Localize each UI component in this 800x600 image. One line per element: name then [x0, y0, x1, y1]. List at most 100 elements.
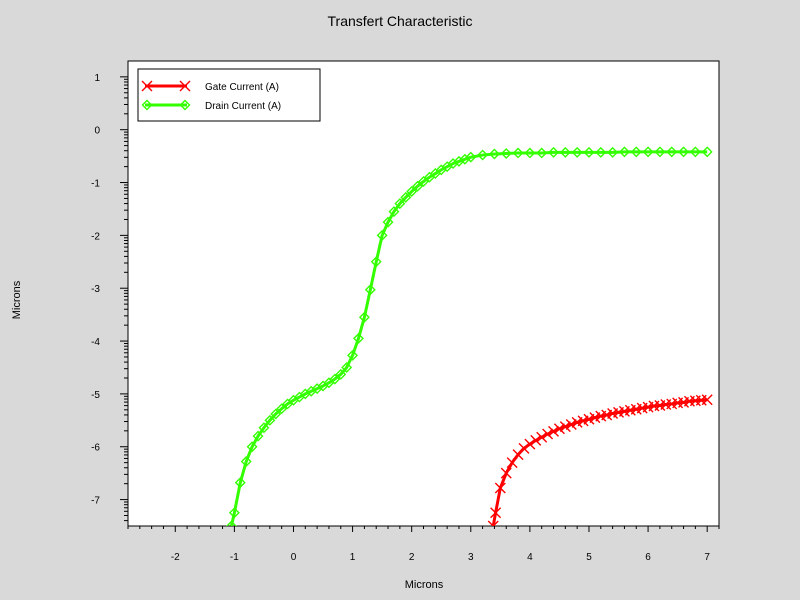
legend-label: Drain Current (A) [205, 101, 281, 112]
data-point [548, 146, 560, 158]
series-line [229, 150, 708, 526]
data-point [141, 80, 153, 92]
x-tick-label: 4 [527, 552, 533, 563]
y-tick-label: -2 [91, 231, 100, 242]
data-point [583, 146, 595, 158]
data-point [240, 456, 252, 468]
legend-entry: Gate Current (A) [141, 80, 279, 93]
chart-title: Transfert Characteristic [328, 13, 473, 29]
data-point [506, 457, 518, 469]
data-point [542, 428, 554, 440]
data-point [487, 520, 499, 526]
y-tick-label: -6 [91, 443, 100, 454]
data-point [370, 256, 382, 268]
data-point [607, 146, 619, 158]
x-tick-label: 5 [586, 552, 592, 563]
legend-box [137, 68, 321, 122]
y-tick-label: -5 [91, 390, 100, 401]
data-point [512, 147, 524, 159]
data-point [565, 419, 577, 431]
x-tick-label: 7 [704, 552, 710, 563]
data-point [518, 442, 530, 454]
x-tick-label: 0 [291, 552, 297, 563]
data-point [701, 146, 713, 158]
x-tick-label: 6 [645, 552, 651, 563]
data-point [571, 146, 583, 158]
y-tick-label: -4 [91, 337, 100, 348]
data-point [228, 507, 240, 519]
data-point [252, 430, 264, 442]
data-point [530, 434, 542, 446]
data-point [364, 284, 376, 296]
y-tick-label: 0 [94, 126, 100, 137]
x-tick-label: 3 [468, 552, 474, 563]
data-point [500, 147, 512, 159]
x-tick-label: 2 [409, 552, 415, 563]
data-point [477, 149, 489, 161]
data-point [353, 332, 364, 344]
data-point [376, 229, 388, 241]
data-point [689, 146, 701, 158]
data-point [500, 467, 512, 479]
y-tick-label: -3 [91, 284, 100, 295]
data-point [488, 148, 500, 160]
data-point [595, 146, 607, 158]
x-axis-label: Microns [405, 579, 444, 591]
data-point [270, 408, 282, 420]
data-point [141, 99, 153, 111]
y-tick-label: -7 [91, 496, 100, 507]
data-point [618, 146, 630, 158]
data-point [548, 425, 560, 437]
data-point [678, 146, 690, 158]
data-point [406, 186, 418, 198]
x-tick-label: -1 [230, 552, 239, 563]
x-tick-label: 1 [350, 552, 356, 563]
y-tick-label: -1 [91, 179, 100, 190]
data-point [536, 147, 548, 159]
data-point [394, 198, 406, 210]
data-point [382, 216, 394, 228]
data-point [246, 441, 258, 453]
data-point [264, 414, 276, 426]
y-axis-label: Microns [11, 280, 23, 319]
data-point [234, 477, 246, 489]
data-point [388, 206, 400, 218]
data-point [258, 422, 270, 434]
data-point [630, 146, 642, 158]
data-point [524, 438, 536, 450]
data-point [179, 80, 191, 92]
data-point [494, 482, 506, 494]
data-point [329, 373, 341, 385]
data-point [559, 421, 571, 433]
legend-label: Gate Current (A) [205, 82, 279, 93]
data-point [490, 507, 502, 519]
data-point [553, 423, 565, 435]
data-point [418, 175, 429, 187]
y-tick-label: 1 [94, 73, 100, 84]
data-point [335, 368, 347, 380]
x-tick-label: -2 [171, 552, 180, 563]
series-drain-current [225, 146, 713, 526]
legend-entry: Drain Current (A) [141, 99, 281, 112]
legend: Gate Current (A) Drain Current (A) [137, 68, 321, 122]
data-point [347, 349, 359, 361]
data-point [179, 99, 191, 111]
plot-area [127, 60, 720, 527]
data-point [524, 147, 536, 159]
data-point [701, 394, 713, 406]
data-point [642, 146, 654, 158]
data-point [358, 311, 370, 323]
data-point [654, 146, 666, 158]
data-point [412, 180, 424, 192]
data-point [666, 146, 678, 158]
data-point [341, 361, 353, 373]
series-gate-current [487, 394, 713, 526]
data-point [400, 191, 412, 203]
data-point [225, 520, 237, 526]
series-layer [225, 146, 713, 526]
axis-ticks: -2 -1 0 1 2 3 4 5 6 7 1 0 -1 -2 -3 -4 -5 -6 -7 [91, 73, 720, 563]
data-point [536, 431, 548, 443]
data-point [276, 403, 288, 415]
data-point [559, 146, 571, 158]
